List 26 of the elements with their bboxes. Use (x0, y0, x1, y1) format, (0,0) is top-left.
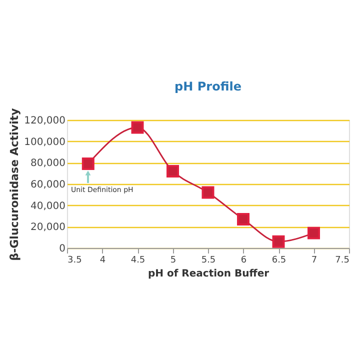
x-tick-label: 5 (170, 256, 176, 266)
point (272, 235, 285, 248)
y-tick-label: 120,000 (24, 116, 66, 126)
point (202, 186, 214, 199)
y-tick-label: 100,000 (24, 136, 66, 148)
y-tick-label: 60,000 (30, 180, 66, 190)
y-tick-label: 20,000 (30, 222, 66, 234)
y-tick-label: 80,000 (30, 158, 66, 170)
x-tick-label: 7 (311, 256, 318, 266)
x-tick-label: 7.5 (335, 256, 350, 266)
y-tick-label: 40,000 (30, 200, 66, 212)
x-tick-label: 4.5 (130, 256, 146, 266)
point (237, 212, 250, 226)
chart-title: pH Profile (174, 80, 242, 94)
y-axis-title: β-Glucuronidase Activity (8, 108, 22, 261)
x-tick-label: 3.5 (68, 256, 82, 266)
point (82, 157, 94, 170)
point (131, 121, 144, 134)
point (308, 226, 320, 240)
x-tick-label: 4 (100, 256, 106, 266)
x-tick-label: 5.5 (201, 256, 216, 266)
point (166, 164, 179, 178)
x-tick-label: 6.5 (272, 256, 286, 266)
x-tick-label: 6 (240, 256, 247, 266)
x-axis-title: pH of Reaction Buffer (148, 268, 270, 280)
y-tick-label: 0 (59, 244, 66, 254)
